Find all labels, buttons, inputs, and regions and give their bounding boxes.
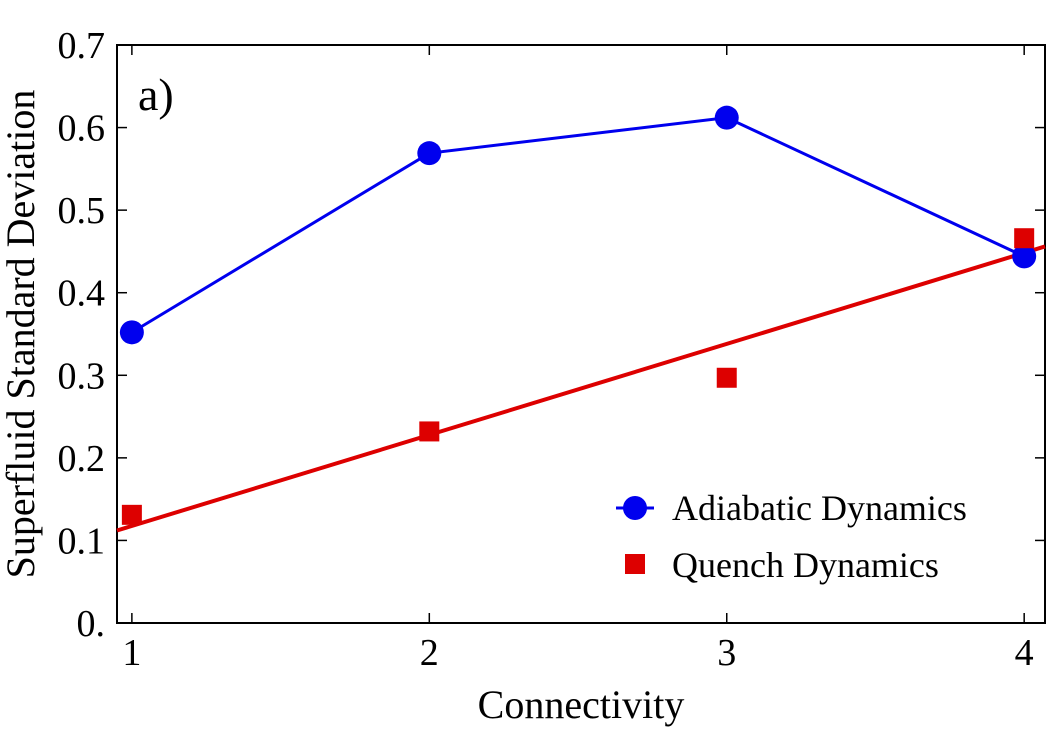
quench-dynamics-point	[419, 421, 440, 442]
y-tick-label: 0.1	[58, 520, 106, 562]
adiabatic-dynamics-point	[714, 105, 739, 130]
y-tick-label: 0.4	[58, 273, 106, 315]
adiabatic-dynamics-line	[131, 116, 1025, 334]
y-tick-label: 0.5	[58, 190, 106, 232]
plot-frame	[116, 44, 1046, 624]
adiabatic-dynamics-point	[1012, 244, 1037, 269]
legend-label-quench: Quench Dynamics	[672, 545, 939, 585]
x-tick-label: 3	[717, 632, 736, 674]
y-tick-label: 0.3	[58, 355, 106, 397]
legend-marker-adiabatic	[623, 496, 647, 520]
x-tick-label: 4	[1015, 632, 1034, 674]
y-axis-label: Superfluid Standard Deviation	[0, 90, 43, 579]
y-tick-label: 0.6	[58, 108, 106, 150]
quench-dynamics-point	[1014, 228, 1035, 249]
adiabatic-dynamics-point	[119, 320, 144, 345]
legend-marker-quench	[625, 554, 645, 574]
x-axis-label: Connectivity	[478, 682, 685, 727]
adiabatic-dynamics-point	[417, 141, 442, 166]
x-axis-ticks: 1 2 3 4	[122, 45, 1034, 674]
legend-entry-adiabatic: Adiabatic Dynamics	[616, 488, 967, 528]
x-tick-label: 2	[420, 632, 439, 674]
y-axis-ticks: 0. 0.1 0.2 0.3 0.4 0.5 0.6 0.7	[58, 25, 1045, 645]
quench-dynamics-point	[716, 367, 737, 388]
legend-entry-quench: Quench Dynamics	[625, 545, 939, 585]
quench-dynamics-fit-line	[116, 244, 1046, 533]
legend-label-adiabatic: Adiabatic Dynamics	[672, 488, 967, 528]
quench-dynamics-point	[121, 504, 142, 525]
legend: Adiabatic Dynamics Quench Dynamics	[616, 488, 967, 585]
y-tick-label: 0.2	[58, 438, 106, 480]
y-tick-label: 0.7	[58, 25, 106, 67]
x-tick-label: 1	[122, 632, 141, 674]
y-tick-label: 0.	[77, 603, 106, 645]
panel-label: a)	[138, 69, 174, 120]
series-layer	[116, 105, 1046, 533]
